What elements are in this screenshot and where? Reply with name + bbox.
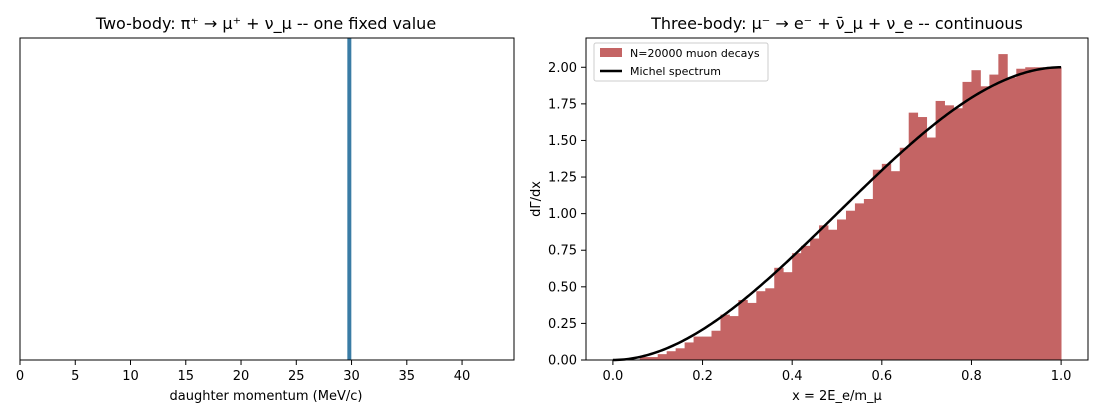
- two-body-xtick-label: 30: [343, 369, 360, 384]
- histogram-bar: [783, 272, 793, 360]
- histogram-bar: [845, 210, 856, 360]
- histogram-bar: [702, 336, 712, 360]
- histogram-bar: [980, 86, 990, 361]
- three-body-panel: Three-body: μ⁻ → e⁻ + ν̄_μ + ν_e -- cont…: [529, 14, 1089, 404]
- histogram-bar: [854, 203, 865, 360]
- two-body-plot-background: [20, 38, 514, 360]
- two-body-title: Two-body: π⁺ → μ⁺ + ν_μ -- one fixed val…: [95, 14, 436, 34]
- two-body-xlabel: daughter momentum (MeV/c): [170, 389, 363, 404]
- histogram-bar: [720, 314, 730, 360]
- two-body-plot-area: 0 5 10 15 20 25 30 35 40: [16, 37, 515, 384]
- three-body-ytick-label: 0.00: [548, 354, 577, 369]
- histogram-bar: [666, 351, 677, 360]
- histogram-bar: [935, 100, 945, 360]
- histogram-bar: [1052, 67, 1062, 360]
- histogram-bar: [1025, 67, 1035, 360]
- histogram-bar: [639, 357, 650, 360]
- three-body-xlabel: x = 2E_e/m_μ: [792, 389, 882, 404]
- histogram-bar: [738, 299, 748, 360]
- two-body-xtick-label: 25: [288, 369, 305, 384]
- histogram-bar: [747, 302, 757, 360]
- three-body-xtick-label: 0.8: [961, 369, 982, 384]
- histogram-bar: [684, 342, 694, 360]
- legend: N=20000 muon decays Michel spectrum: [593, 42, 769, 82]
- histogram-bar: [1043, 67, 1053, 360]
- histogram-bar: [819, 225, 829, 360]
- legend-label-michel: Michel spectrum: [630, 65, 721, 78]
- histogram-bar: [881, 163, 892, 360]
- histogram-bar: [810, 238, 820, 360]
- two-body-plot-frame: [19, 37, 515, 361]
- histogram-bar: [765, 288, 775, 360]
- histogram-bar: [828, 229, 838, 360]
- histogram-bar: [648, 357, 659, 360]
- histogram-bar: [926, 137, 937, 360]
- three-body-xtick-label: 0.0: [603, 369, 624, 384]
- histogram-bar: [890, 171, 901, 360]
- three-body-ytick-label: 2.00: [548, 61, 577, 76]
- histogram-bar: [729, 316, 739, 360]
- histogram-bar: [962, 81, 972, 360]
- two-body-xtick-label: 5: [71, 369, 79, 384]
- two-body-xtick-label: 0: [16, 369, 24, 384]
- three-body-xtick-label: 0.6: [871, 369, 892, 384]
- histogram-bar: [1034, 67, 1044, 360]
- histogram-bar: [863, 199, 874, 360]
- two-body-xtick-label: 35: [399, 369, 416, 384]
- two-body-xtick-label: 40: [454, 369, 471, 384]
- histogram-bar: [774, 267, 784, 360]
- histogram-bar: [657, 354, 668, 360]
- histogram-bar: [899, 147, 910, 360]
- histogram-bar: [675, 348, 686, 360]
- two-body-panel: Two-body: π⁺ → μ⁺ + ν_μ -- one fixed val…: [16, 14, 515, 404]
- histogram-bar: [908, 112, 919, 361]
- three-body-ytick-label: 1.00: [548, 207, 577, 222]
- two-body-xtick-label: 20: [233, 369, 250, 384]
- legend-swatch-histogram: [600, 48, 622, 57]
- histogram-bar: [989, 74, 999, 360]
- histogram-bar: [1016, 68, 1026, 361]
- legend-label-histogram: N=20000 muon decays: [630, 47, 760, 60]
- three-body-ytick-label: 0.50: [548, 280, 577, 295]
- histogram-bar: [801, 245, 811, 360]
- three-body-ytick-label: 1.50: [548, 134, 577, 149]
- histogram-bar: [837, 219, 847, 360]
- two-body-xtick-label: 15: [177, 369, 194, 384]
- three-body-ytick-label: 1.75: [548, 97, 577, 112]
- two-body-xtick-label: 10: [122, 369, 139, 384]
- histogram-bar: [971, 70, 981, 360]
- histogram-bar: [998, 54, 1008, 360]
- histogram-bar: [944, 105, 954, 360]
- three-body-ylabel: dΓ/dx: [529, 181, 544, 217]
- three-body-plot-frame: [585, 37, 1089, 361]
- histogram-bar: [756, 291, 766, 360]
- three-body-plot-area: 0.0 0.2 0.4 0.6 0.8 1.0 0.00 0.25 0.50 0.75 1.00 1.…: [548, 37, 1089, 384]
- three-body-ytick-label: 1.25: [548, 171, 577, 186]
- three-body-ytick-label: 0.75: [548, 244, 577, 259]
- legend-box: [593, 42, 769, 82]
- three-body-xtick-label: 0.2: [692, 369, 713, 384]
- three-body-ytick-label: 0.25: [548, 317, 577, 332]
- histogram-bar: [953, 108, 963, 360]
- three-body-xtick-label: 0.4: [782, 369, 803, 384]
- histogram-bar: [711, 330, 721, 360]
- histogram-bar: [1007, 77, 1017, 360]
- histogram-bar: [917, 117, 928, 360]
- three-body-title: Three-body: μ⁻ → e⁻ + ν̄_μ + ν_e -- cont…: [650, 14, 1023, 34]
- three-body-xtick-label: 1.0: [1051, 369, 1072, 384]
- michel-spectrum-curve: [612, 66, 1062, 362]
- histogram-bar: [872, 169, 883, 360]
- histogram-bar: [792, 253, 802, 360]
- histogram-bar: [693, 336, 703, 360]
